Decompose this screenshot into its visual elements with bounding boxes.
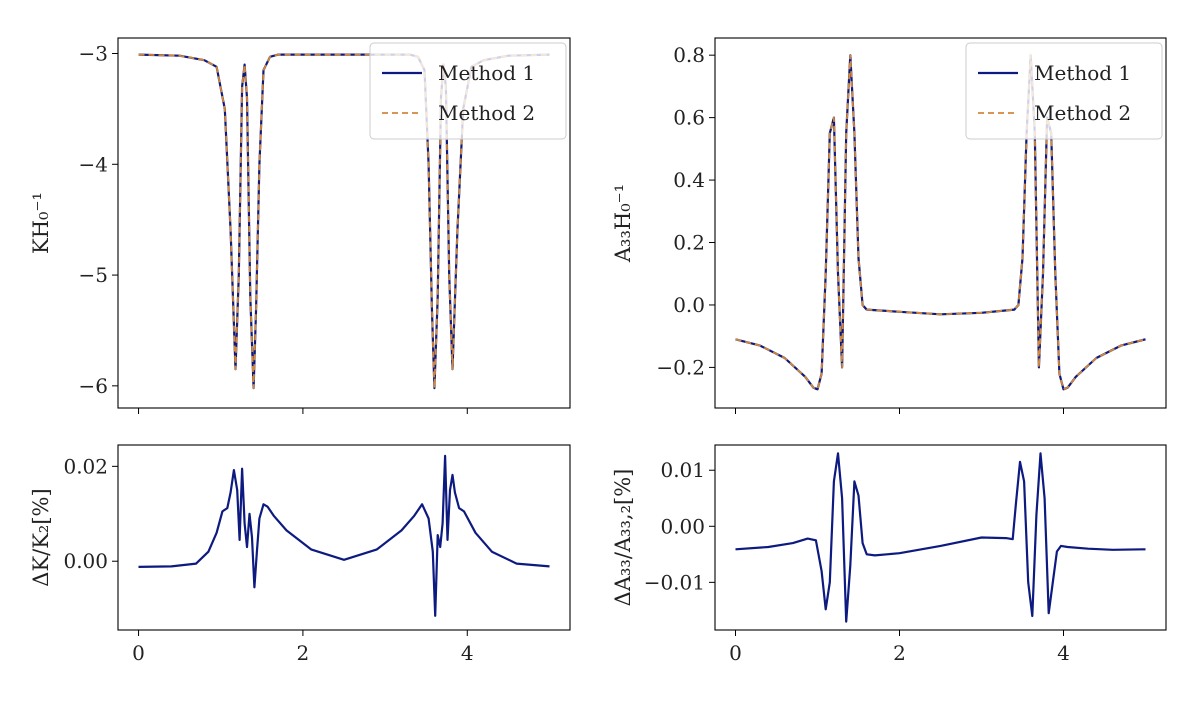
plot-frame xyxy=(117,444,571,631)
legend: Method 1 Method 2 xyxy=(965,42,1163,140)
x-tick-label: 0 xyxy=(729,641,742,665)
plot-frame xyxy=(714,444,1167,631)
panel-K: −3 −4 −5 −6 KH₀⁻¹ Method 1 Method 2 xyxy=(29,37,571,414)
x-tick-label: 4 xyxy=(1057,641,1070,665)
y-tick-label: −0.2 xyxy=(656,355,705,379)
legend-label: Method 1 xyxy=(438,61,535,85)
y-tick-label: −4 xyxy=(79,152,108,176)
y-tick-label: 0.02 xyxy=(63,454,108,478)
legend: Method 1 Method 2 xyxy=(369,42,567,140)
y-tick-label: 0.4 xyxy=(673,168,705,192)
y-tick-label: −5 xyxy=(79,263,108,287)
series-line-difference xyxy=(735,452,1146,623)
y-tick-label: 0.2 xyxy=(673,231,705,255)
x-tick-label: 0 xyxy=(132,641,145,665)
y-tick-label: 0.00 xyxy=(63,549,108,573)
y-tick-label: −6 xyxy=(79,374,108,398)
y-tick-label: 0.6 xyxy=(673,106,705,130)
y-axis-label: A₃₃H₀⁻¹ xyxy=(611,184,635,263)
y-tick-label: 0.00 xyxy=(660,514,705,538)
panel-dK: 0.02 0.00 0 2 4 ΔK/K₂[%] xyxy=(29,444,571,665)
panel-dA33: 0.01 0.00 −0.01 0 2 4 ΔA₃₃/A₃₃,₂[%] xyxy=(611,444,1167,665)
series-line-method-2 xyxy=(735,54,1146,391)
x-tick-label: 2 xyxy=(893,641,906,665)
y-tick-label: 0.01 xyxy=(660,458,705,482)
plot-frame xyxy=(117,37,571,409)
legend-box xyxy=(965,42,1163,140)
x-tick-label: 2 xyxy=(297,641,310,665)
legend-label: Method 1 xyxy=(1034,61,1131,85)
y-tick-label: −3 xyxy=(79,42,108,66)
y-axis-label: ΔA₃₃/A₃₃,₂[%] xyxy=(611,469,635,607)
legend-label: Method 2 xyxy=(438,101,535,125)
legend-label: Method 2 xyxy=(1034,101,1131,125)
y-axis-label: ΔK/K₂[%] xyxy=(29,488,53,586)
y-axis-label: KH₀⁻¹ xyxy=(29,192,53,254)
y-tick-label: 0.0 xyxy=(673,293,705,317)
y-tick-label: −0.01 xyxy=(644,570,705,594)
plot-frame xyxy=(714,37,1167,409)
series-line-difference xyxy=(138,454,550,617)
legend-box xyxy=(369,42,567,140)
series-line-method-2 xyxy=(138,53,550,389)
x-tick-label: 4 xyxy=(461,641,474,665)
y-tick-label: 0.8 xyxy=(673,43,705,67)
